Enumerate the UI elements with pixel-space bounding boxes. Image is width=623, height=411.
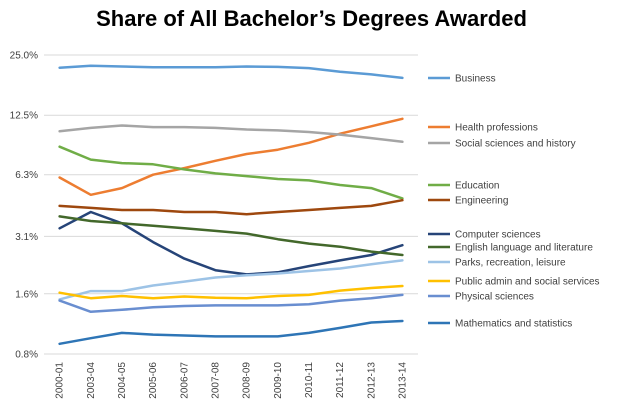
legend-label: Engineering [455, 196, 508, 207]
series-line [58, 117, 404, 197]
legend-label: Business [455, 74, 496, 85]
legend-label: English language and literature [455, 243, 593, 254]
x-tick-label: 2005-06 [148, 362, 159, 399]
x-tick-label: 2010-11 [304, 362, 315, 398]
y-tick-label: 6.3% [15, 170, 38, 181]
legend-label: Social sciences and history [455, 139, 576, 150]
series-line [58, 259, 404, 301]
legend-label: Physical sciences [455, 292, 534, 303]
series-line [58, 215, 404, 257]
y-tick-label: 3.1% [15, 232, 38, 243]
y-tick-label: 0.8% [15, 350, 38, 361]
y-tick-label: 25.0% [10, 51, 38, 62]
series-line [58, 293, 404, 314]
series-line [58, 124, 404, 144]
legend-label: Public admin and social services [455, 277, 600, 288]
series-line [58, 145, 404, 200]
x-tick-label: 2004-05 [117, 362, 128, 399]
x-tick-label: 2000-01 [55, 362, 66, 399]
legend-label: Education [455, 181, 499, 192]
legend-label: Health professions [455, 123, 538, 134]
legend: Business Health professions Social science… [428, 74, 600, 330]
x-tick-label: 2006-07 [179, 362, 190, 399]
x-tick-label: 2011-12 [335, 362, 346, 398]
series-line [58, 198, 404, 216]
chart-title: Share of All Bachelor’s Degrees Awarded [96, 6, 527, 31]
series-line [58, 210, 404, 276]
x-tick-label: 2012-13 [366, 362, 377, 399]
gridlines [44, 54, 418, 355]
y-tick-label: 12.5% [10, 111, 38, 122]
series-line [58, 319, 404, 346]
series-line [58, 64, 404, 80]
legend-label: Computer sciences [455, 230, 541, 241]
x-tick-label: 2008-09 [242, 362, 253, 399]
legend-label: Mathematics and statistics [455, 319, 572, 330]
axes: 0.8% 1.6% 3.1% 6.3% 12.5% 25.0% 2000-01 2003-04… [10, 51, 409, 399]
series-lines [58, 64, 404, 346]
x-tick-label: 2009-10 [273, 362, 284, 399]
legend-label: Parks, recreation, leisure [455, 258, 566, 269]
series-line [58, 284, 404, 300]
x-tick-label: 2013-14 [397, 362, 408, 399]
y-tick-label: 1.6% [15, 289, 38, 300]
x-tick-label: 2003-04 [86, 362, 97, 399]
x-tick-label: 2007-08 [210, 362, 221, 399]
